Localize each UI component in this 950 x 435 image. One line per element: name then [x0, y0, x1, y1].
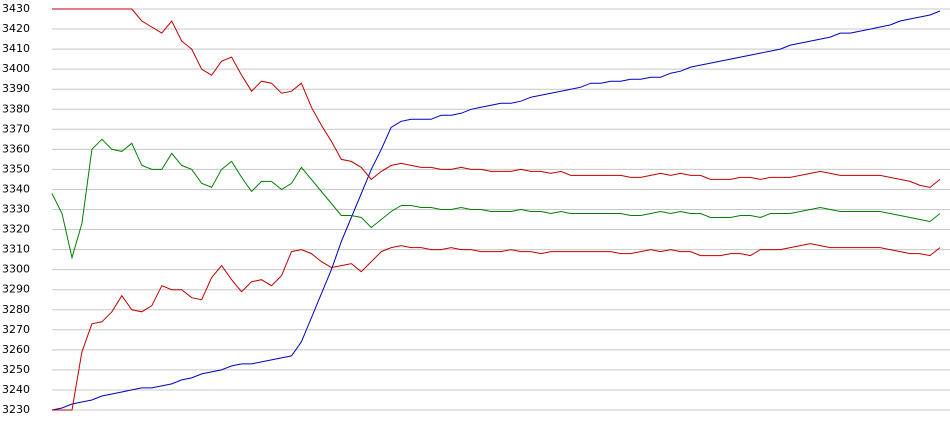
y-tick-label: 3420: [2, 22, 30, 35]
y-tick-label: 3430: [2, 2, 30, 15]
series-line: [51, 138, 941, 260]
y-tick-label: 3360: [2, 142, 30, 155]
y-tick-label: 3270: [2, 323, 30, 336]
y-tick-label: 3390: [2, 82, 30, 95]
y-tick-label: 3300: [2, 263, 30, 276]
y-tick-label: 3350: [2, 162, 30, 175]
y-tick-label: 3290: [2, 283, 30, 296]
y-tick-label: 3370: [2, 122, 30, 135]
y-tick-label: 3380: [2, 102, 30, 115]
series-line: [52, 8, 941, 188]
series-line: [51, 10, 941, 411]
series-line: [52, 243, 941, 411]
y-tick-label: 3260: [2, 343, 30, 356]
y-tick-label: 3280: [2, 303, 30, 316]
y-tick-label: 3410: [2, 42, 30, 55]
y-tick-label: 3340: [2, 182, 30, 195]
y-tick-label: 3230: [2, 403, 30, 416]
y-tick-label: 3250: [2, 363, 30, 376]
y-tick-label: 3400: [2, 62, 30, 75]
y-tick-label: 3320: [2, 223, 30, 236]
y-tick-label: 3310: [2, 243, 30, 256]
y-tick-label: 3330: [2, 203, 30, 216]
y-tick-label: 3240: [2, 383, 30, 396]
